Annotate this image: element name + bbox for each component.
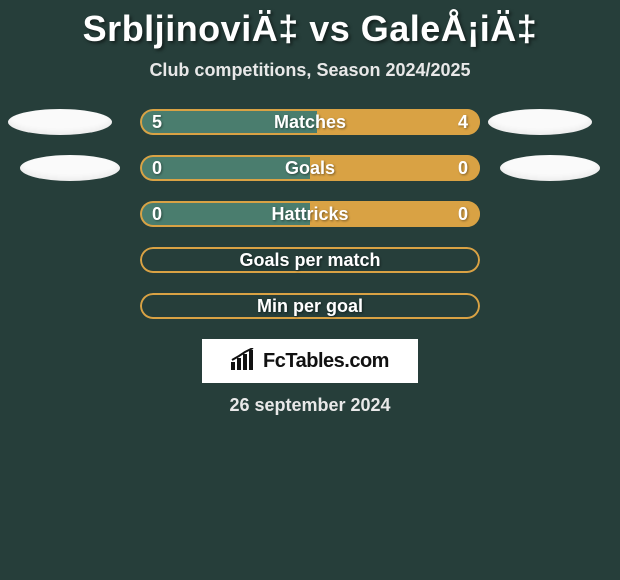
page-title: SrbljinoviÄ‡ vs GaleÅ¡iÄ‡ [0,4,620,60]
stat-row: 54Matches [0,109,620,135]
player-right-marker [488,109,592,135]
stat-row: 00Goals [0,155,620,181]
player-left-marker [8,109,112,135]
stat-name: Min per goal [140,293,480,319]
stat-row: Goals per match [0,247,620,273]
stat-name: Goals [140,155,480,181]
player-right-marker [500,155,600,181]
stat-bar: Goals per match [140,247,480,273]
subtitle: Club competitions, Season 2024/2025 [0,60,620,81]
stat-row: Min per goal [0,293,620,319]
stat-bar: 54Matches [140,109,480,135]
fctables-link[interactable]: FcTables.com [202,339,418,383]
stat-rows: 54Matches 00Goals 00Hattricks Goals per mat… [0,109,620,319]
stat-bar: 00Goals [140,155,480,181]
stat-name: Matches [140,109,480,135]
fctables-icon [231,348,257,375]
date-label: 26 september 2024 [0,395,620,416]
fctables-label: FcTables.com [263,350,389,373]
player-left-marker [20,155,120,181]
stat-name: Goals per match [140,247,480,273]
stat-bar: Min per goal [140,293,480,319]
stats-card: SrbljinoviÄ‡ vs GaleÅ¡iÄ‡ Club competiti… [0,0,620,416]
stat-bar: 00Hattricks [140,201,480,227]
stat-row: 00Hattricks [0,201,620,227]
stat-name: Hattricks [140,201,480,227]
